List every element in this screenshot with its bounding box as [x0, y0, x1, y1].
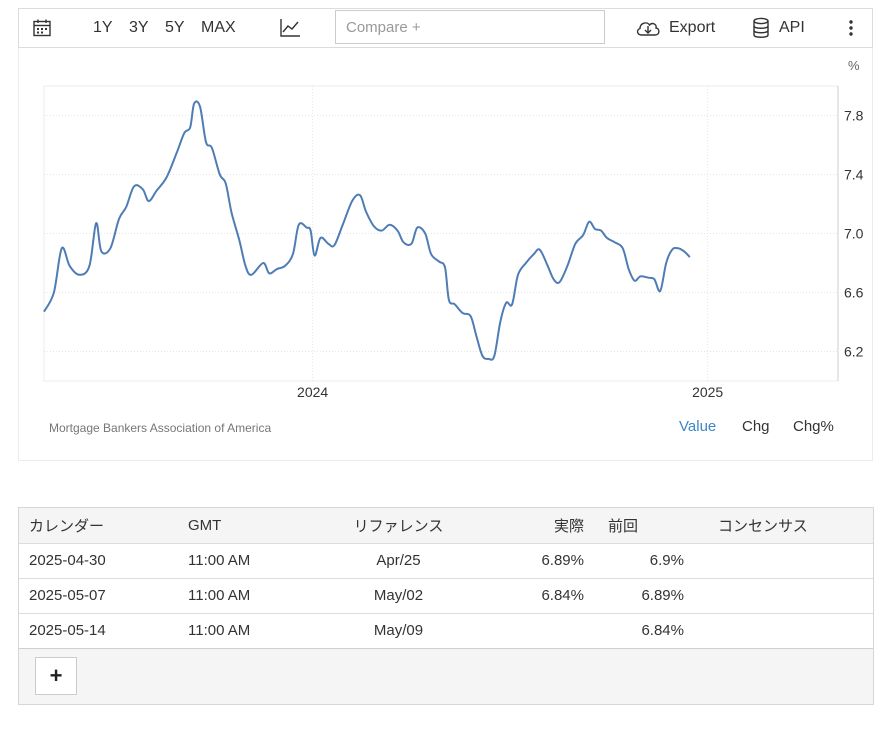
header-previous: 前回: [608, 517, 639, 535]
header-reference: リファレンス: [353, 517, 444, 535]
y-tick-label: 6.2: [844, 344, 864, 360]
cell-date: 2025-05-14: [29, 622, 106, 640]
y-tick-label: 7.0: [844, 226, 864, 242]
header-actual: 実際: [553, 517, 584, 535]
calendar-table: カレンダー GMT リファレンス 実際 前回 コンセンサス 2025-04-30…: [18, 507, 874, 705]
cell-gmt: 11:00 AM: [188, 587, 251, 604]
x-tick-label: 2025: [692, 384, 723, 400]
cell-previous: 6.84%: [641, 622, 684, 640]
line-chart: 6.2 6.6 7.0 7.4 7.8% 2024 2025: [43, 58, 864, 400]
mode-chg-pct-button[interactable]: Chg%: [793, 418, 834, 435]
cell-actual: [486, 613, 594, 648]
table-row: 2025-05-07 11:00 AM May/02 6.84% 6.89%: [19, 578, 873, 613]
cell-gmt: 11:00 AM: [188, 552, 251, 569]
cell-actual: 6.89%: [541, 552, 584, 569]
cell-consensus: [694, 613, 873, 648]
table-row: 2025-05-14 11:00 AM May/09 6.84%: [19, 613, 873, 648]
mode-chg-button[interactable]: Chg: [742, 418, 770, 435]
cell-actual: 6.84%: [541, 587, 584, 604]
api-button[interactable]: API: [779, 19, 805, 36]
cell-previous: 6.9%: [649, 552, 684, 569]
chart-type-icon[interactable]: [279, 9, 301, 47]
calendar-icon[interactable]: [32, 9, 52, 47]
header-calendar: カレンダー: [29, 517, 105, 535]
compare-input[interactable]: [335, 10, 605, 44]
table-row: 2025-04-30 11:00 AM Apr/25 6.89% 6.9%: [19, 543, 873, 578]
chart-toolbar: 1Y 3Y 5Y MAX Export API: [18, 8, 873, 48]
table-footer: +: [19, 648, 873, 704]
header-gmt: GMT: [188, 516, 222, 534]
cell-consensus: [694, 578, 873, 613]
plot-frame: [43, 85, 839, 382]
range-max-button[interactable]: MAX: [201, 19, 236, 36]
cell-previous: 6.89%: [641, 587, 684, 604]
add-row-button[interactable]: +: [35, 657, 77, 695]
export-button[interactable]: Export: [669, 19, 716, 36]
cell-consensus: [694, 543, 873, 578]
source-label: Mortgage Bankers Association of America: [49, 421, 272, 435]
cell-reference: May/02: [373, 587, 424, 604]
cell-reference: Apr/25: [376, 552, 421, 569]
y-tick-label: 6.6: [844, 285, 864, 301]
header-consensus: コンセンサス: [718, 517, 808, 535]
cell-reference: May/09: [373, 622, 424, 640]
database-icon[interactable]: [752, 9, 770, 47]
x-tick-label: 2024: [297, 384, 328, 400]
cell-date: 2025-05-07: [29, 587, 106, 604]
range-3y-button[interactable]: 3Y: [129, 19, 149, 36]
y-tick-label: 7.4: [844, 167, 864, 183]
y-tick-label: 7.8: [844, 108, 864, 124]
more-options-icon[interactable]: [845, 9, 857, 47]
series-line: [43, 100, 691, 361]
mode-value-button[interactable]: Value: [679, 418, 717, 435]
range-1y-button[interactable]: 1Y: [93, 19, 113, 36]
y-unit-label: %: [848, 58, 860, 73]
cell-gmt: 11:00 AM: [188, 622, 251, 640]
cell-date: 2025-04-30: [29, 552, 106, 569]
chart-panel: 6.2 6.6 7.0 7.4 7.8% 2024 2025 Mortgage Banker…: [18, 48, 873, 461]
table-header-row: カレンダー GMT リファレンス 実際 前回 コンセンサス: [19, 508, 873, 543]
cloud-download-icon[interactable]: [635, 9, 661, 47]
range-5y-button[interactable]: 5Y: [165, 19, 185, 36]
